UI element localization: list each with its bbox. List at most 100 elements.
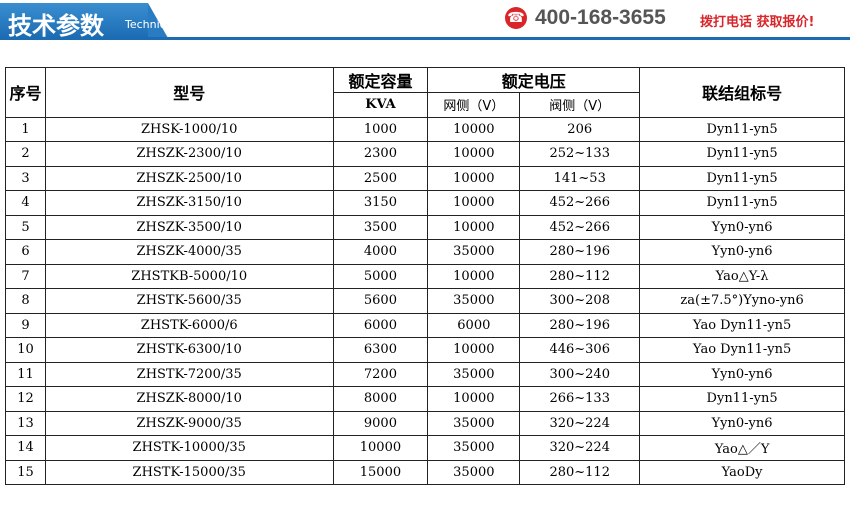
table-row: 15 ZHSTK-15000/35 15000 35000 280~112 YaoDy (5, 459, 845, 485)
cell-grid-voltage: 35000 (427, 435, 521, 461)
table-row: 9 ZHSTK-6000/6 6000 6000 280~196 Yao Dyn11-yn… (5, 312, 845, 338)
cell-no: 12 (5, 386, 46, 412)
cell-capacity: 8000 (332, 386, 429, 412)
cell-connection: Dyn11-yn5 (639, 386, 845, 412)
table-row: 10 ZHSTK-6300/10 6300 10000 446~306 Yao Dyn11… (5, 337, 845, 363)
cell-capacity: 3150 (332, 190, 429, 216)
cell-grid-voltage: 10000 (427, 337, 521, 363)
page-title: 技术参数 (8, 12, 104, 40)
cell-connection: Yao Dyn11-yn5 (639, 337, 845, 363)
cell-model: ZHSTK-6300/10 (44, 337, 334, 363)
cell-no: 8 (5, 288, 46, 314)
cell-model: ZHSTK-10000/35 (44, 435, 334, 461)
cell-no: 15 (5, 459, 46, 485)
cell-connection: Dyn11-yn5 (639, 141, 845, 167)
cell-model: ZHSTK-7200/35 (44, 361, 334, 387)
cell-connection: Dyn11-yn5 (639, 116, 845, 142)
cell-capacity: 6000 (332, 312, 429, 338)
cell-connection: Yyn0-yn6 (639, 239, 845, 265)
cell-connection: Yao△／Y (639, 435, 845, 461)
table-row: 13 ZHSZK-9000/35 9000 35000 320~224 Yyn0-yn6 (5, 410, 845, 436)
cell-grid-voltage: 35000 (427, 361, 521, 387)
cell-model: ZHSZK-8000/10 (44, 386, 334, 412)
cell-capacity: 10000 (332, 435, 429, 461)
cell-grid-voltage: 10000 (427, 190, 521, 216)
cell-model: ZHSK-1000/10 (44, 116, 334, 142)
cell-valve-voltage: 266~133 (519, 386, 641, 412)
header-capacity: 额定容量 (332, 67, 429, 93)
cell-valve-voltage: 252~133 (519, 141, 641, 167)
cell-capacity: 6300 (332, 337, 429, 363)
cell-connection: za(±7.5°)Yyno-yn6 (639, 288, 845, 314)
cell-model: ZHSZK-4000/35 (44, 239, 334, 265)
header-voltage: 额定电压 (427, 67, 641, 93)
header-capacity-unit: KVA (332, 92, 429, 118)
cell-model: ZHSZK-9000/35 (44, 410, 334, 436)
header-connection: 联结组标号 (639, 67, 845, 118)
page-subtitle: Technical parameter (125, 18, 238, 31)
cell-valve-voltage: 280~196 (519, 239, 641, 265)
call-to-action: 拨打电话 获取报价! (700, 15, 815, 30)
header-model: 型号 (44, 67, 334, 118)
cell-grid-voltage: 35000 (427, 459, 521, 485)
cell-connection: Dyn11-yn5 (639, 165, 845, 191)
cell-capacity: 1000 (332, 116, 429, 142)
cell-valve-voltage: 452~266 (519, 214, 641, 240)
cell-grid-voltage: 10000 (427, 165, 521, 191)
phone-contact: ☎ 400-168-3655 (505, 6, 666, 30)
header-banner: 技术参数 Technical parameter ☎ 400-168-3655 … (0, 0, 850, 42)
cell-connection: Yao△Y-λ (639, 263, 845, 289)
cell-connection: Yao Dyn11-yn5 (639, 312, 845, 338)
header-divider (0, 37, 850, 40)
cell-grid-voltage: 10000 (427, 263, 521, 289)
cell-capacity: 3500 (332, 214, 429, 240)
cell-no: 5 (5, 214, 46, 240)
cell-no: 11 (5, 361, 46, 387)
cell-capacity: 5600 (332, 288, 429, 314)
cell-model: ZHSZK-2300/10 (44, 141, 334, 167)
cell-valve-voltage: 280~112 (519, 263, 641, 289)
cell-valve-voltage: 320~224 (519, 435, 641, 461)
table-row: 14 ZHSTK-10000/35 10000 35000 320~224 Yao△／Y (5, 435, 845, 461)
cell-valve-voltage: 141~53 (519, 165, 641, 191)
title-tab: 技术参数 (0, 3, 168, 40)
header-no: 序号 (5, 67, 46, 118)
table-row: 6 ZHSZK-4000/35 4000 35000 280~196 Yyn0-yn6 (5, 239, 845, 265)
cell-grid-voltage: 35000 (427, 288, 521, 314)
cell-no: 9 (5, 312, 46, 338)
cell-no: 7 (5, 263, 46, 289)
cell-model: ZHSTK-5600/35 (44, 288, 334, 314)
table-row: 8 ZHSTK-5600/35 5600 35000 300~208 za(±7.5°)Y… (5, 288, 845, 314)
cell-capacity: 15000 (332, 459, 429, 485)
cell-connection: Dyn11-yn5 (639, 190, 845, 216)
cell-model: ZHSZK-2500/10 (44, 165, 334, 191)
table-row: 5 ZHSZK-3500/10 3500 10000 452~266 Yyn0-yn6 (5, 214, 845, 240)
cell-capacity: 2300 (332, 141, 429, 167)
cell-no: 2 (5, 141, 46, 167)
table-row: 3 ZHSZK-2500/10 2500 10000 141~53 Dyn11-yn5 (5, 165, 845, 191)
cell-capacity: 7200 (332, 361, 429, 387)
cell-no: 14 (5, 435, 46, 461)
cell-no: 10 (5, 337, 46, 363)
table-row: 12 ZHSZK-8000/10 8000 10000 266~133 Dyn11-yn5 (5, 386, 845, 412)
table-row: 11 ZHSTK-7200/35 7200 35000 300~240 Yyn0-yn6 (5, 361, 845, 387)
cell-model: ZHSZK-3500/10 (44, 214, 334, 240)
cell-no: 3 (5, 165, 46, 191)
cell-valve-voltage: 446~306 (519, 337, 641, 363)
cell-connection: Yyn0-yn6 (639, 410, 845, 436)
cell-connection: Yyn0-yn6 (639, 361, 845, 387)
table-row: 2 ZHSZK-2300/10 2300 10000 252~133 Dyn11-yn5 (5, 141, 845, 167)
cell-valve-voltage: 280~112 (519, 459, 641, 485)
cell-valve-voltage: 300~208 (519, 288, 641, 314)
cell-no: 1 (5, 116, 46, 142)
cell-valve-voltage: 452~266 (519, 190, 641, 216)
cell-valve-voltage: 280~196 (519, 312, 641, 338)
cell-connection: YaoDy (639, 459, 845, 485)
cell-model: ZHSTK-15000/35 (44, 459, 334, 485)
cell-model: ZHSZK-3150/10 (44, 190, 334, 216)
cell-valve-voltage: 300~240 (519, 361, 641, 387)
cell-capacity: 2500 (332, 165, 429, 191)
table-row: 1 ZHSK-1000/10 1000 10000 206 Dyn11-yn5 (5, 116, 845, 142)
cell-grid-voltage: 35000 (427, 410, 521, 436)
